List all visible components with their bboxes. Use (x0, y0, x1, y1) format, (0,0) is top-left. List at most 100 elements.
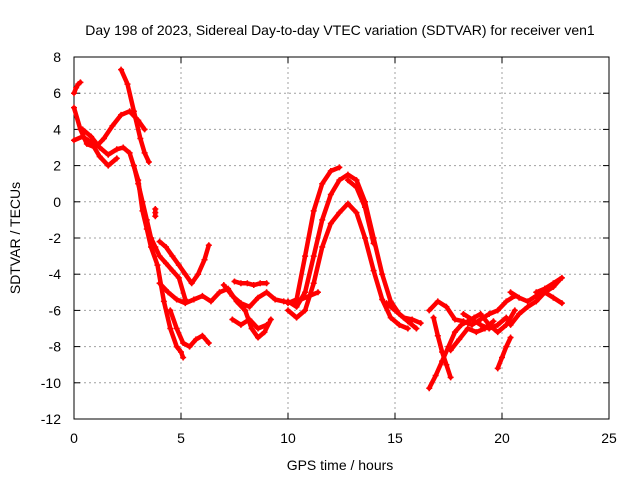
data-point (182, 300, 189, 307)
data-point (458, 321, 465, 328)
data-point (396, 321, 403, 328)
data-point (314, 289, 321, 296)
data-point (231, 278, 238, 285)
series-trace (345, 177, 376, 246)
data-point (169, 267, 176, 274)
data-point (180, 339, 187, 346)
series-arc-21 (426, 307, 518, 392)
series-trace (495, 335, 513, 371)
data-point (524, 303, 531, 310)
data-point (156, 238, 163, 245)
data-point (186, 343, 193, 350)
data-point (105, 151, 112, 158)
series-arc-10 (167, 307, 212, 350)
data-point (173, 325, 180, 332)
data-point (167, 307, 174, 314)
series-arc-25 (494, 334, 514, 372)
data-point (190, 296, 197, 303)
data-point (250, 282, 257, 289)
data-point (201, 256, 208, 263)
data-point (434, 332, 441, 339)
y-tick-label: -6 (49, 302, 62, 318)
data-point (447, 347, 454, 354)
data-point (293, 303, 300, 310)
data-point (473, 329, 480, 336)
x-tick-label: 0 (70, 430, 78, 446)
data-point (263, 280, 270, 287)
data-point (96, 153, 103, 160)
series-arc-13 (242, 307, 274, 341)
data-point (285, 307, 291, 314)
data-point (180, 354, 187, 361)
data-point (220, 282, 227, 289)
data-point (344, 177, 351, 184)
data-point (130, 108, 137, 115)
data-point (370, 240, 377, 247)
x-tick-label: 10 (280, 430, 296, 446)
data-point (205, 339, 212, 346)
data-point (362, 204, 369, 211)
data-point (477, 321, 484, 328)
data-point (120, 144, 127, 151)
data-point (456, 336, 463, 343)
data-point (293, 314, 300, 321)
data-point (392, 307, 398, 314)
data-point (188, 280, 195, 287)
data-point (432, 372, 439, 379)
data-point (426, 307, 433, 314)
data-point (447, 374, 454, 381)
data-point (261, 329, 268, 336)
data-point (310, 207, 317, 214)
data-point (152, 244, 159, 251)
data-point (439, 349, 446, 356)
data-point (550, 294, 557, 301)
data-point (445, 343, 452, 350)
data-point (516, 294, 523, 301)
data-point (460, 311, 467, 318)
data-point (242, 307, 249, 314)
series-arc-28 (533, 274, 565, 296)
y-tick-label: 4 (53, 121, 61, 137)
data-point (319, 216, 326, 223)
data-point (77, 79, 84, 86)
x-tick-label: 20 (494, 430, 510, 446)
data-point (255, 334, 262, 341)
series-arc-2 (71, 79, 84, 97)
series-arc-8 (156, 238, 212, 287)
y-tick-label: -2 (49, 230, 62, 246)
data-point (267, 316, 274, 323)
data-point (499, 354, 505, 361)
data-point (404, 325, 411, 332)
series-arc-18 (344, 177, 377, 247)
series-arc-14 (231, 278, 270, 289)
axis-ticks: 0 5 10 15 20 25 -12 -10 -8 -6 -4 -2 0 2 4 6 8 (41, 49, 617, 446)
data-point (507, 321, 514, 328)
chart-title: Day 198 of 2023, Sidereal Day-to-day VTE… (85, 22, 595, 38)
data-point (353, 184, 360, 191)
data-point (507, 334, 514, 341)
data-point (336, 177, 343, 184)
data-point (207, 298, 214, 305)
data-point (302, 307, 309, 314)
y-tick-label: 0 (53, 194, 61, 210)
data-point (118, 66, 125, 73)
series-arc-24 (460, 311, 510, 332)
data-point (154, 262, 161, 269)
data-point (173, 296, 180, 303)
data-point (79, 126, 86, 133)
data-point (383, 300, 390, 307)
data-point (387, 298, 394, 305)
data-point (387, 314, 394, 321)
data-point (135, 180, 142, 187)
y-tick-label: -12 (41, 411, 61, 427)
data-point (379, 271, 386, 278)
data-point (503, 298, 510, 305)
data-point (443, 361, 450, 368)
data-point (141, 126, 148, 133)
data-point (113, 146, 120, 153)
grid-lines (74, 57, 609, 419)
data-point (430, 314, 437, 321)
data-point (524, 298, 531, 305)
data-point (192, 336, 199, 343)
